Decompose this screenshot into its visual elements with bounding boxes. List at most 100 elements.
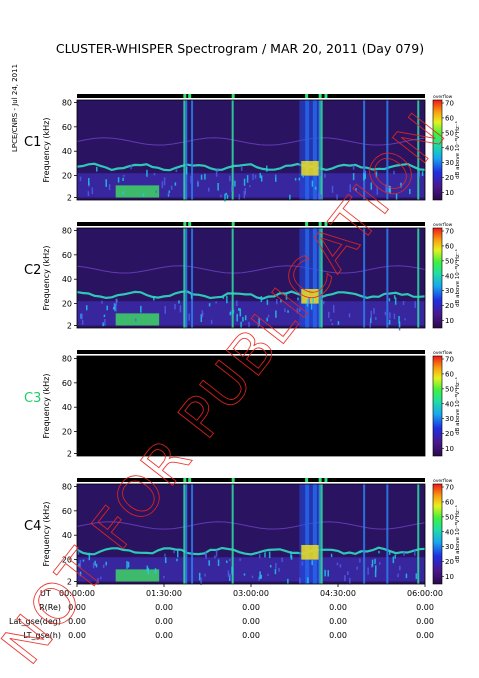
noise-speckle — [336, 194, 338, 201]
y-tick-label: 40 — [62, 147, 72, 156]
wideband-burst — [363, 228, 366, 328]
colorbar-tick-label: 10 — [445, 573, 454, 581]
noise-speckle — [388, 298, 391, 302]
x-tick-label: 00:00:00 — [59, 589, 95, 598]
noise-speckle — [123, 174, 125, 177]
noise-speckle — [414, 301, 416, 309]
noise-speckle — [322, 301, 325, 305]
noise-speckle — [236, 300, 238, 307]
noise-speckle — [311, 180, 314, 187]
noise-speckle — [153, 173, 156, 176]
noise-speckle — [275, 310, 277, 318]
noise-speckle — [200, 577, 202, 586]
noise-speckle — [308, 297, 310, 304]
noise-speckle — [370, 182, 373, 190]
noise-speckle — [306, 299, 309, 307]
y-tick-label: 40 — [62, 275, 72, 284]
noise-speckle — [337, 321, 340, 325]
noise-speckle — [281, 557, 283, 563]
noise-speckle — [378, 562, 381, 565]
colorbar-tick-label: 50 — [445, 385, 454, 393]
noise-speckle — [259, 172, 261, 179]
noise-speckle — [370, 317, 372, 324]
wideband-burst — [191, 484, 194, 584]
ephemeris-value: 0.00 — [329, 617, 347, 626]
noise-speckle — [220, 194, 222, 198]
y-axis-label: Frequency (kHz) — [42, 246, 51, 311]
noise-speckle — [393, 313, 396, 320]
noise-speckle — [385, 184, 387, 193]
noise-speckle — [374, 570, 377, 578]
noise-speckle — [78, 563, 80, 567]
noise-speckle — [387, 322, 389, 325]
noise-speckle — [134, 318, 137, 322]
y-tick-label: 80 — [62, 354, 72, 363]
strong-band — [299, 484, 321, 584]
colorbar-tick-label: 10 — [445, 317, 454, 325]
ephemeris-value: 0.00 — [68, 631, 86, 640]
y-tick-label: 20 — [62, 172, 72, 181]
noise-speckle — [153, 296, 155, 301]
noise-speckle — [200, 314, 203, 323]
ephemeris-value: 0.00 — [155, 617, 173, 626]
noise-speckle — [112, 307, 115, 310]
noise-speckle — [375, 316, 377, 320]
ephemeris-row-label: Lat_gse(deg) — [9, 617, 61, 626]
noise-speckle — [174, 303, 176, 310]
noise-speckle — [81, 319, 84, 325]
noise-speckle — [356, 566, 358, 570]
noise-speckle — [238, 194, 241, 201]
noise-speckle — [284, 308, 286, 313]
status-marker — [231, 222, 235, 226]
wideband-burst — [185, 484, 188, 584]
y-tick-label: 20 — [62, 428, 72, 437]
wideband-burst — [231, 484, 234, 584]
status-marker — [188, 222, 192, 226]
ephemeris-value: 0.00 — [416, 617, 434, 626]
noise-speckle — [400, 182, 402, 188]
noise-speckle — [389, 186, 392, 194]
ephemeris-table: R(Re) 0.00 0.00 0.00 0.00 0.00 Lat_gse(deg) 0.0… — [9, 603, 434, 640]
noise-speckle — [297, 297, 299, 301]
colorbar-tick-label: 40 — [445, 400, 454, 408]
ephemeris-value: 0.00 — [155, 603, 173, 612]
noise-speckle — [174, 182, 177, 186]
noise-speckle — [106, 305, 108, 311]
noise-speckle — [81, 313, 83, 320]
noise-speckle — [77, 550, 80, 555]
noise-speckle — [226, 295, 228, 304]
status-strip — [77, 350, 425, 354]
noise-speckle — [215, 549, 218, 557]
noise-speckle — [375, 171, 378, 178]
wideband-burst — [183, 100, 186, 200]
colorbar-tick-label: 70 — [445, 355, 454, 363]
noise-speckle — [204, 173, 206, 180]
noise-speckle — [349, 184, 351, 193]
status-marker — [305, 478, 309, 482]
noise-speckle — [268, 551, 271, 559]
colorbar-tick-label: 30 — [445, 287, 454, 295]
noise-speckle — [364, 170, 366, 175]
noise-speckle — [229, 573, 231, 579]
noise-speckle — [398, 315, 400, 324]
wideband-burst — [318, 228, 323, 328]
noise-speckle — [298, 177, 301, 181]
panel-c1: 2 20 40 60 80 Frequency (kHz)C1 overflow 10 20 30… — [24, 94, 461, 203]
noise-speckle — [87, 191, 90, 197]
ephemeris-value: 0.00 — [68, 617, 86, 626]
y-tick-label: 2 — [67, 194, 72, 203]
noise-speckle — [208, 303, 211, 307]
noise-speckle — [238, 308, 240, 311]
noise-speckle — [324, 569, 326, 577]
noise-speckle — [168, 190, 171, 194]
colorbar-label: dB above 10⁻⁸V²Hz⁻¹ — [454, 377, 461, 435]
noise-speckle — [179, 305, 182, 313]
noise-speckle — [252, 173, 254, 181]
noise-speckle — [102, 564, 105, 568]
noise-speckle — [95, 563, 98, 568]
status-marker — [231, 478, 235, 482]
status-strip — [77, 478, 425, 482]
noise-speckle — [108, 184, 111, 191]
status-marker — [318, 222, 322, 226]
noise-speckle — [258, 318, 260, 327]
